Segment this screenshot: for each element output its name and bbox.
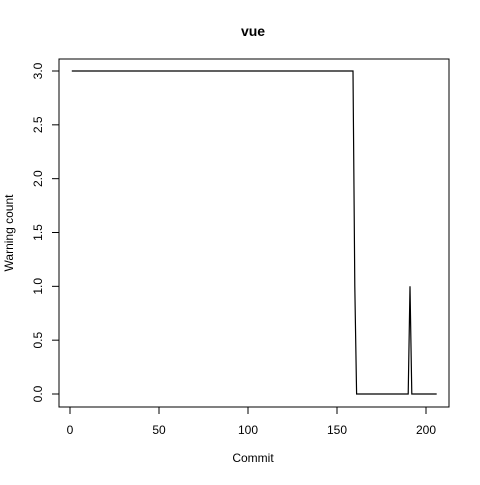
series-layer xyxy=(71,70,437,395)
y-tick-label: 3.0 xyxy=(31,62,45,79)
y-tick-label: 1.0 xyxy=(31,278,45,295)
y-tick-label: 1.5 xyxy=(31,224,45,241)
x-tick-label: 200 xyxy=(416,423,436,437)
x-tick-label: 0 xyxy=(67,423,74,437)
x-tick-label: 150 xyxy=(327,423,347,437)
plot-frame xyxy=(58,58,450,408)
x-axis: 0 50 100 150 200 xyxy=(67,406,436,437)
series-line xyxy=(71,70,437,395)
y-tick-label: 0.5 xyxy=(31,332,45,349)
x-tick-label: 50 xyxy=(152,423,166,437)
y-axis: 0.0 0.5 1.0 1.5 2.0 2.5 3.0 xyxy=(31,62,60,402)
x-tick-label: 100 xyxy=(238,423,258,437)
y-tick-label: 2.0 xyxy=(31,170,45,187)
x-axis-title: Commit xyxy=(232,451,274,465)
y-axis-title: Warning count xyxy=(2,194,16,272)
chart-title: vue xyxy=(241,23,265,39)
y-tick-label: 0.0 xyxy=(31,385,45,402)
y-tick-label: 2.5 xyxy=(31,116,45,133)
